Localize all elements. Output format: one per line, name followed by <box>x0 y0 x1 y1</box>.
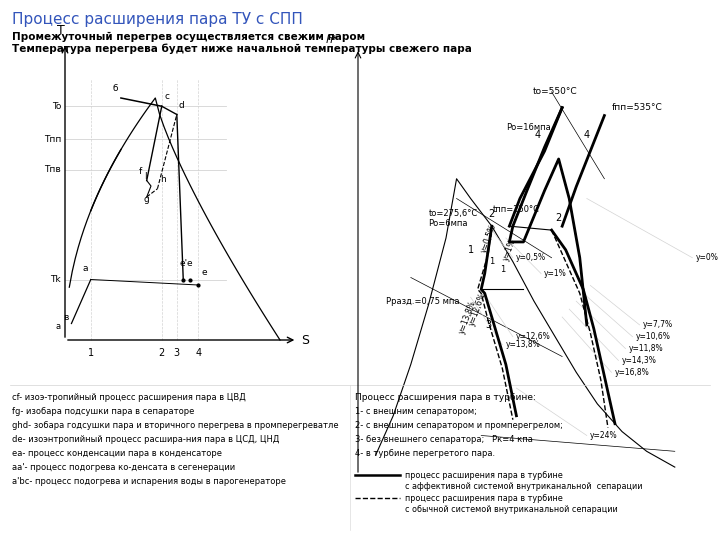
Text: d: d <box>179 100 184 110</box>
Text: 4: 4 <box>534 130 541 140</box>
Text: процесс расширения пара в турбине: процесс расширения пара в турбине <box>405 471 563 480</box>
Text: y=0,5%: y=0,5% <box>516 253 546 262</box>
Text: h*: h* <box>325 36 338 45</box>
Text: h: h <box>161 175 166 184</box>
Text: с обычной системой внутриканальной сепарации: с обычной системой внутриканальной сепар… <box>405 505 618 514</box>
Text: e': e' <box>179 259 187 268</box>
Text: aa'- процесс подогрева ко-денсата в сегенерации: aa'- процесс подогрева ко-денсата в сеге… <box>12 463 235 472</box>
Text: y=11,8%: y=11,8% <box>629 344 663 353</box>
Text: f: f <box>139 166 143 176</box>
Text: в: в <box>63 314 68 322</box>
Text: 1- с внешним сепаратором;: 1- с внешним сепаратором; <box>355 407 477 416</box>
Text: Процесс расширения пара в турбине:: Процесс расширения пара в турбине: <box>355 393 536 402</box>
Text: 2: 2 <box>556 213 562 223</box>
Text: y=13,8%: y=13,8% <box>505 340 540 349</box>
Text: а: а <box>56 322 61 330</box>
Text: y=12,6%: y=12,6% <box>516 332 551 341</box>
Text: tпп=250°C: tпп=250°C <box>493 205 540 214</box>
Text: 1: 1 <box>88 348 94 358</box>
Text: процесс расширения пара в турбине: процесс расширения пара в турбине <box>405 494 563 503</box>
Text: 3: 3 <box>174 348 180 358</box>
Text: y=10,6%: y=10,6% <box>636 332 670 341</box>
Text: y=7,7%: y=7,7% <box>643 320 672 329</box>
Text: l: l <box>144 172 146 181</box>
Text: fg- изобара подсушки пара в сепараторе: fg- изобара подсушки пара в сепараторе <box>12 407 194 416</box>
Text: 2- с внешним сепаратором и промперегрелом;: 2- с внешним сепаратором и промперегрело… <box>355 421 563 430</box>
Text: Процесс расширения пара ТУ с СПП: Процесс расширения пара ТУ с СПП <box>12 12 303 27</box>
Text: e: e <box>187 259 192 268</box>
Text: g: g <box>144 195 150 204</box>
Text: с аффективной системой внутриканальной  сепарации: с аффективной системой внутриканальной с… <box>405 482 642 491</box>
Text: fпп=535°C: fпп=535°C <box>611 103 662 112</box>
Text: 4: 4 <box>584 130 590 140</box>
Text: To: To <box>52 102 61 111</box>
Text: to=550°C: to=550°C <box>533 87 577 96</box>
Text: 1: 1 <box>467 245 474 255</box>
Text: 3: 3 <box>485 320 491 330</box>
Text: a'bc- процесс подогрева и испарения воды в парогенераторе: a'bc- процесс подогрева и испарения воды… <box>12 477 286 486</box>
Text: e: e <box>202 268 207 277</box>
Text: y=16,8%: y=16,8% <box>614 368 649 377</box>
Text: ea- процесс конденсации пара в конденсаторе: ea- процесс конденсации пара в конденсат… <box>12 449 222 458</box>
Text: 2: 2 <box>158 348 165 358</box>
Text: Ро=16мпа: Ро=16мпа <box>506 123 551 132</box>
Text: y=12,6%: y=12,6% <box>467 291 488 327</box>
Text: 3- без внешнего сепаратора;: 3- без внешнего сепаратора; <box>355 435 485 444</box>
Text: cf- изоэ-тропийный процесс расширения пара в ЦВД: cf- изоэ-тропийный процесс расширения па… <box>12 393 246 402</box>
Text: б: б <box>112 84 117 93</box>
Text: Промежуточный перегрев осуществляется свежим паром: Промежуточный перегрев осуществляется св… <box>12 32 365 42</box>
Text: T: T <box>57 24 65 37</box>
Text: a: a <box>82 264 88 273</box>
Text: Рразд.=0,75 мпа: Рразд.=0,75 мпа <box>386 296 459 306</box>
Text: Тk: Тk <box>50 275 61 284</box>
Text: Рк=4 кпа: Рк=4 кпа <box>492 435 533 444</box>
Text: S: S <box>302 334 310 347</box>
Text: 1: 1 <box>489 257 495 266</box>
Text: 1: 1 <box>500 265 505 274</box>
Text: y=1%: y=1% <box>501 238 518 262</box>
Text: Температура перегрева будет ниже начальной температуры свежего пара: Температура перегрева будет ниже начальн… <box>12 44 472 55</box>
Text: Тпп: Тпп <box>44 135 61 144</box>
Text: 2: 2 <box>489 210 495 219</box>
Text: y=13,8%: y=13,8% <box>457 299 477 335</box>
Text: 4: 4 <box>195 348 202 358</box>
Text: y=14,3%: y=14,3% <box>621 356 657 365</box>
Text: Тпв: Тпв <box>44 165 61 174</box>
Text: 4- в турбине перегретого пара.: 4- в турбине перегретого пара. <box>355 449 495 458</box>
Text: y=1%: y=1% <box>544 269 567 278</box>
Text: y=0,5%: y=0,5% <box>479 222 498 254</box>
Text: de- изоэнтропийный процесс расшира-ния пара в ЦСД, ЦНД: de- изоэнтропийный процесс расшира-ния п… <box>12 435 279 444</box>
Text: ghd- зобара годсушки пара и вторичного перегрева в промперегреватле: ghd- зобара годсушки пара и вторичного п… <box>12 421 338 430</box>
Text: c: c <box>164 92 169 102</box>
Text: y=24%: y=24% <box>590 431 618 440</box>
Text: to=275,6°C
Ро=6мпа: to=275,6°C Ро=6мпа <box>428 208 477 228</box>
Text: y=0%: y=0% <box>696 253 719 262</box>
